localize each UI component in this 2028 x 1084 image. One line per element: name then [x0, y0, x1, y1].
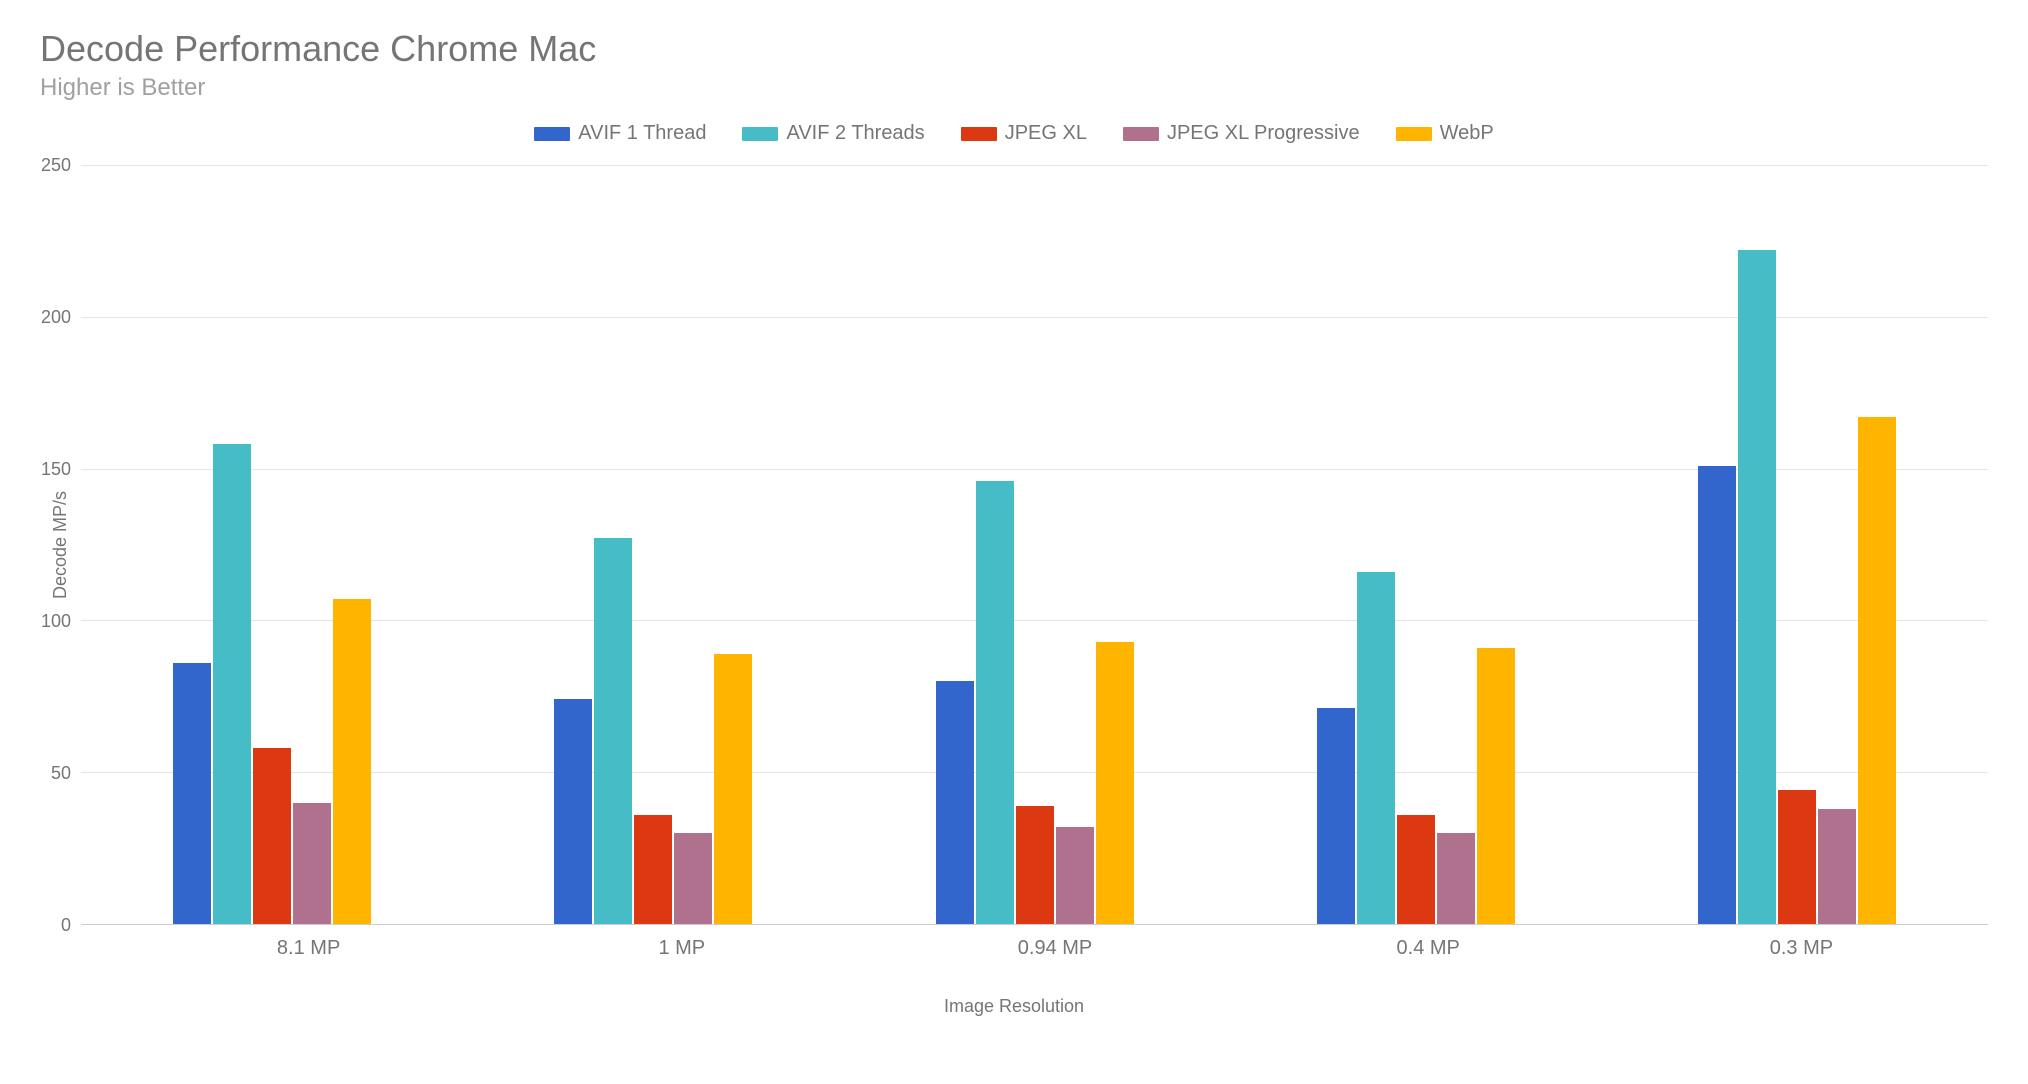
bar[interactable]: [1397, 815, 1435, 924]
bar[interactable]: [714, 654, 752, 924]
bar[interactable]: [1357, 572, 1395, 924]
bar[interactable]: [213, 444, 251, 924]
x-ticks-inner: 8.1 MP1 MP0.94 MP0.4 MP0.3 MP: [122, 925, 1988, 960]
legend-label: JPEG XL Progressive: [1167, 122, 1360, 145]
chart-title: Decode Performance Chrome Mac: [40, 28, 1988, 70]
x-tick: 0.94 MP: [868, 925, 1241, 960]
x-axis-ticks: 8.1 MP1 MP0.94 MP0.4 MP0.3 MP: [40, 925, 1988, 960]
legend-swatch: [961, 127, 997, 141]
bar[interactable]: [936, 681, 974, 924]
legend-item[interactable]: WebP: [1396, 122, 1494, 145]
bar[interactable]: [1317, 708, 1355, 924]
x-tick: 0.4 MP: [1242, 925, 1615, 960]
bar[interactable]: [173, 663, 211, 924]
legend-item[interactable]: AVIF 2 Threads: [742, 122, 924, 145]
bar[interactable]: [976, 481, 1014, 924]
bar[interactable]: [1698, 466, 1736, 924]
y-axis-ticks: 250200150100500: [71, 165, 81, 925]
plot-area: Decode MP/s 250200150100500: [40, 165, 1988, 925]
bar[interactable]: [1818, 809, 1856, 924]
bar[interactable]: [1778, 790, 1816, 924]
chart-subtitle: Higher is Better: [40, 74, 1988, 102]
bar[interactable]: [1858, 417, 1896, 924]
chart-container: Decode Performance Chrome Mac Higher is …: [0, 0, 2028, 1084]
bar[interactable]: [1056, 827, 1094, 924]
chart-legend: AVIF 1 Thread AVIF 2 Threads JPEG XL JPEG X…: [40, 122, 1988, 145]
legend-label: WebP: [1440, 122, 1494, 145]
legend-swatch: [1396, 127, 1432, 141]
bar-group: [844, 165, 1225, 924]
legend-swatch: [742, 127, 778, 141]
legend-swatch: [534, 127, 570, 141]
bar-groups: [81, 165, 1988, 924]
bar[interactable]: [1477, 648, 1515, 924]
bar[interactable]: [293, 803, 331, 924]
bar[interactable]: [1016, 806, 1054, 924]
bar[interactable]: [554, 699, 592, 924]
legend-swatch: [1123, 127, 1159, 141]
bar-group: [1225, 165, 1606, 924]
bar[interactable]: [674, 833, 712, 924]
legend-label: JPEG XL: [1005, 122, 1087, 145]
bar[interactable]: [1096, 642, 1134, 924]
bar[interactable]: [634, 815, 672, 924]
bar[interactable]: [333, 599, 371, 924]
bar-group: [1607, 165, 1988, 924]
plot: [81, 165, 1988, 925]
y-axis-label: Decode MP/s: [40, 491, 71, 599]
legend-item[interactable]: AVIF 1 Thread: [534, 122, 706, 145]
bar[interactable]: [253, 748, 291, 924]
x-tick: 0.3 MP: [1615, 925, 1988, 960]
bar[interactable]: [594, 538, 632, 924]
x-tick: 8.1 MP: [122, 925, 495, 960]
bar[interactable]: [1437, 833, 1475, 924]
bar[interactable]: [1738, 250, 1776, 924]
legend-label: AVIF 2 Threads: [786, 122, 924, 145]
legend-item[interactable]: JPEG XL: [961, 122, 1087, 145]
bar-group: [462, 165, 843, 924]
x-tick: 1 MP: [495, 925, 868, 960]
legend-label: AVIF 1 Thread: [578, 122, 706, 145]
legend-item[interactable]: JPEG XL Progressive: [1123, 122, 1360, 145]
spacer: [68, 925, 122, 960]
bar-group: [81, 165, 462, 924]
x-axis-label: Image Resolution: [40, 996, 1988, 1017]
